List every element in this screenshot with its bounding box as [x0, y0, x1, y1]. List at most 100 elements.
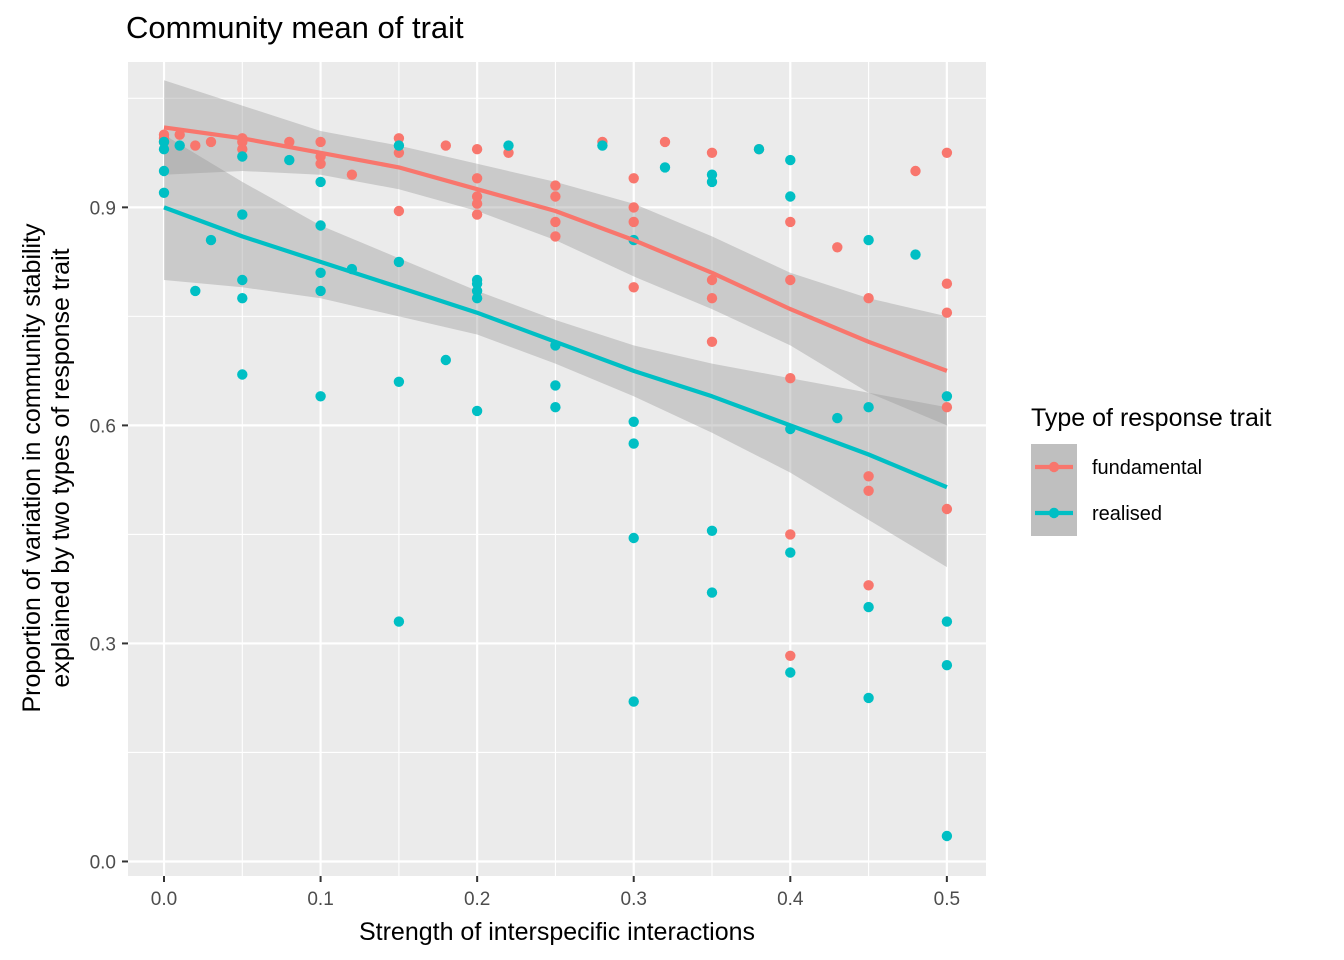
realised-point	[863, 234, 874, 246]
fundamental-point	[471, 173, 483, 184]
fundamental-point	[393, 133, 405, 144]
realised-point	[393, 376, 405, 387]
realised-point	[158, 144, 170, 155]
fundamental-point	[550, 216, 561, 228]
fundamental-point	[550, 191, 561, 202]
fundamental-point	[503, 147, 514, 158]
realised-point	[158, 187, 170, 198]
fundamental-confidence-band	[164, 80, 947, 426]
realised-point	[471, 405, 483, 417]
fundamental-point	[659, 136, 671, 148]
legend-label-fundamental: fundamental	[1092, 457, 1202, 479]
legend-title: Type of response trait	[1031, 404, 1271, 432]
x-axis: 0.0 0.1 0.2 0.3 0.4 0.5	[151, 876, 960, 910]
fundamental-point	[628, 202, 639, 213]
x-tick-label: 0.1	[307, 889, 333, 910]
data-points	[158, 129, 953, 842]
realised-point	[863, 402, 874, 413]
realised-point	[785, 667, 796, 678]
x-tick-label: 0.2	[464, 889, 490, 910]
fundamental-point	[315, 136, 326, 148]
fundamental-point	[393, 147, 405, 158]
realised-point	[237, 151, 248, 162]
realised-point	[941, 660, 953, 671]
fundamental-point	[706, 293, 718, 304]
fundamental-point	[550, 180, 561, 191]
realised-point	[315, 391, 326, 402]
fundamental-point	[471, 191, 483, 202]
fundamental-trend-line	[163, 125, 948, 373]
realised-point	[158, 136, 170, 148]
fundamental-point	[706, 274, 718, 286]
fundamental-point	[863, 485, 874, 496]
realised-point	[706, 525, 718, 536]
realised-point	[315, 285, 326, 297]
realised-point	[628, 438, 639, 449]
y-axis-label-line-1: Proportion of variation in community sta…	[18, 223, 46, 713]
fundamental-point	[941, 503, 953, 515]
fundamental-point	[941, 402, 953, 413]
realised-point	[315, 176, 326, 188]
realised-confidence-band	[164, 134, 947, 568]
realised-point	[753, 144, 765, 155]
fundamental-point	[471, 144, 483, 155]
realised-point	[503, 140, 514, 151]
fundamental-point	[315, 158, 326, 169]
realised-point	[832, 412, 843, 424]
fundamental-point	[941, 307, 953, 318]
fundamental-point	[706, 147, 718, 158]
x-tick-label: 0.3	[621, 889, 647, 910]
realised-point	[471, 278, 483, 289]
realised-point	[863, 692, 874, 704]
fundamental-point	[628, 173, 639, 184]
chart-title: Community mean of trait	[126, 10, 464, 45]
realised-point	[941, 616, 953, 627]
fundamental-point	[863, 293, 874, 304]
realised-point	[284, 154, 295, 166]
fundamental-point	[706, 336, 718, 347]
realised-point	[550, 402, 561, 413]
fundamental-point	[628, 216, 639, 228]
fundamental-point	[863, 580, 874, 591]
legend-point-fundamental	[1048, 461, 1060, 473]
fundamental-point	[550, 231, 561, 242]
fundamental-point	[174, 129, 185, 140]
grid-minor	[128, 62, 986, 876]
realised-point	[237, 209, 248, 220]
realised-point	[190, 285, 201, 297]
realised-point	[315, 267, 326, 278]
y-axis-label-line-2: explained by two types of response trait	[47, 248, 75, 687]
fundamental-point	[785, 650, 796, 661]
legend: Type of response trait fundamental realis…	[1031, 404, 1271, 536]
x-axis-label: Strength of interspecific interactions	[359, 918, 755, 946]
fundamental-point	[471, 209, 483, 220]
y-tick-label: 0.3	[90, 634, 116, 655]
realised-point	[393, 140, 405, 151]
fundamental-point	[190, 140, 201, 151]
realised-point	[471, 293, 483, 304]
realised-point	[785, 191, 796, 202]
fundamental-point	[628, 282, 639, 293]
fundamental-point	[785, 529, 796, 540]
confidence-bands	[164, 80, 947, 568]
realised-point	[628, 416, 639, 427]
fundamental-point	[393, 205, 405, 217]
trend-lines	[163, 125, 948, 490]
fundamental-point	[941, 278, 953, 289]
x-tick-label: 0.0	[151, 889, 177, 910]
x-tick-label: 0.5	[934, 889, 960, 910]
realised-point	[941, 391, 953, 402]
y-tick-label: 0.6	[90, 416, 116, 437]
fundamental-point	[941, 147, 953, 158]
fundamental-point	[785, 373, 796, 384]
y-tick-label: 0.0	[90, 852, 116, 873]
realised-trend-line	[163, 205, 948, 490]
fundamental-point	[205, 136, 217, 148]
fundamental-point	[785, 216, 796, 228]
realised-point	[315, 220, 326, 231]
fundamental-point	[863, 471, 874, 482]
realised-point	[706, 176, 718, 188]
fundamental-point	[785, 274, 796, 286]
realised-point	[910, 249, 921, 260]
